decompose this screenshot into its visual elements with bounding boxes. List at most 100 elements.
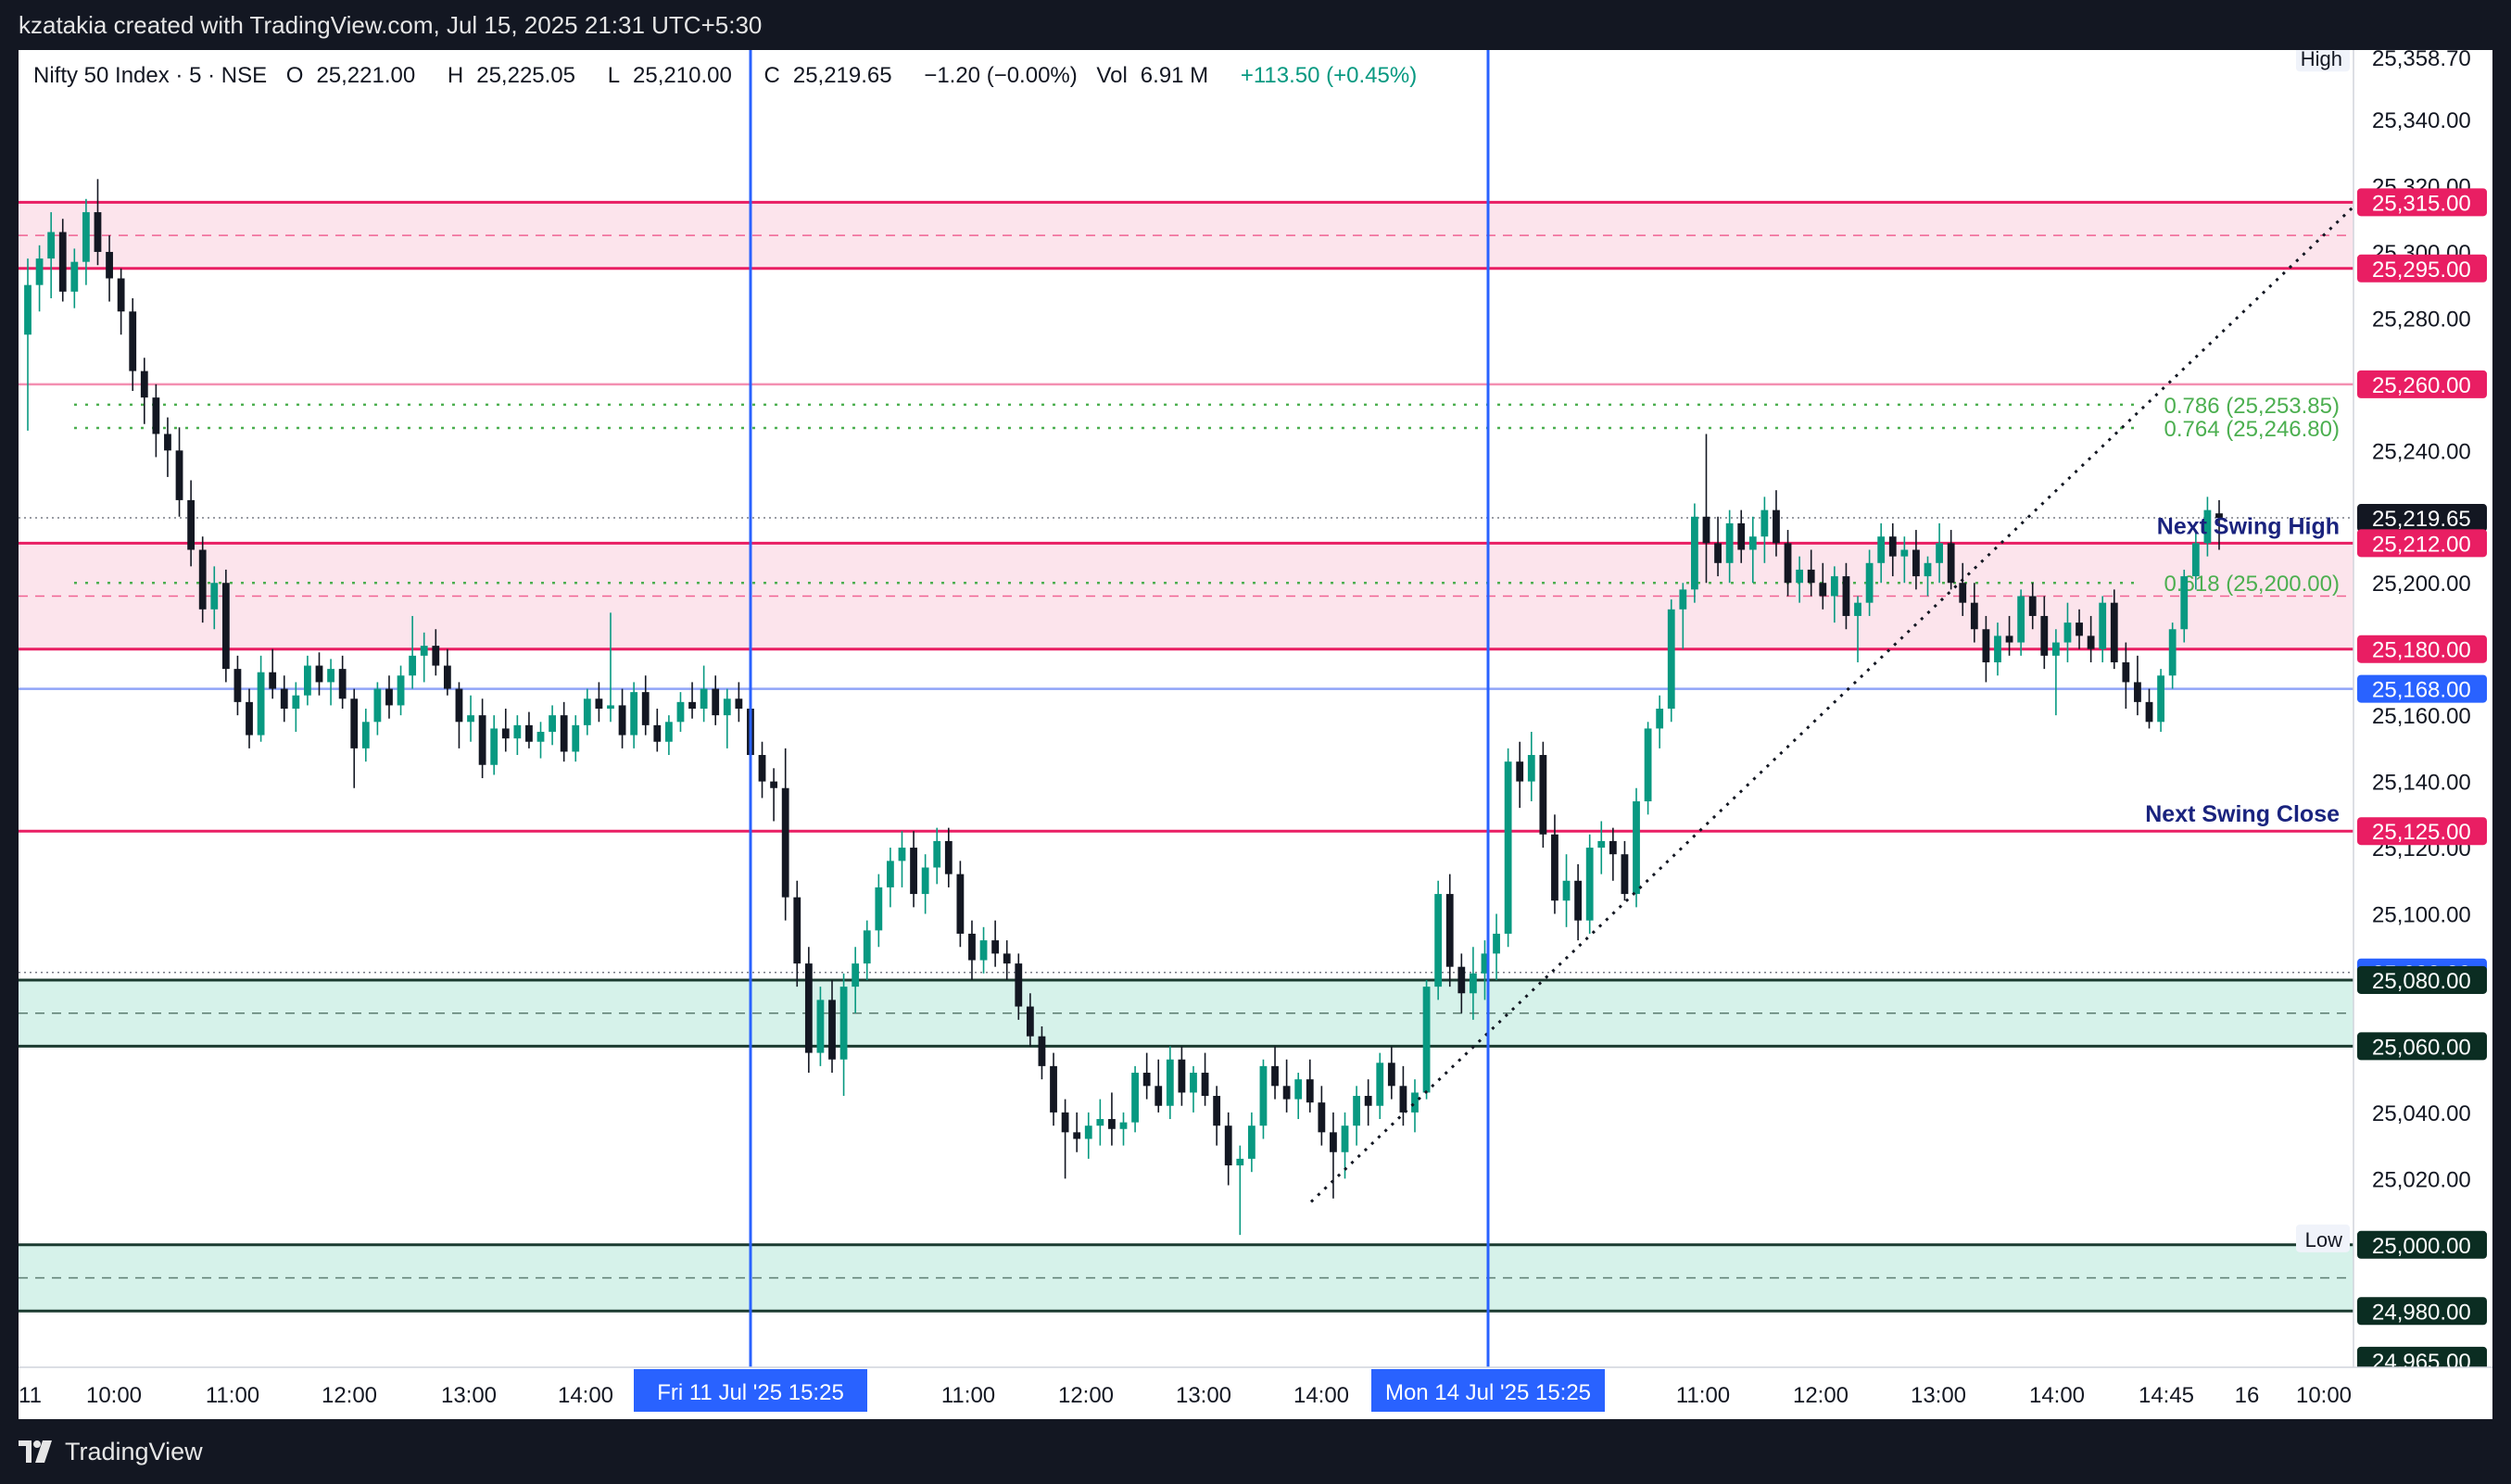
price-tag-bg — [2357, 674, 2487, 703]
candle-body — [1888, 536, 1897, 557]
attribution-text: kzatakia created with TradingView.com, J… — [19, 11, 763, 39]
time-tick-label: 12:00 — [322, 1383, 377, 1408]
price-tag-bg — [2357, 1032, 2487, 1061]
candle-body — [921, 867, 929, 895]
candle-body — [630, 692, 638, 736]
price-tick-label: 25,140.00 — [2372, 771, 2471, 796]
candle-body — [24, 284, 32, 335]
candle-body — [583, 698, 591, 725]
session-badge-bg — [634, 1369, 867, 1412]
candle-body — [1038, 1036, 1046, 1066]
price-tag-label: 25,180.00 — [2372, 638, 2471, 663]
candle-body — [700, 688, 708, 709]
candle-body — [2168, 629, 2177, 676]
price-tag-bg — [2357, 635, 2487, 663]
candle-body — [70, 261, 79, 292]
candle-body — [164, 434, 171, 451]
candle-body — [804, 963, 813, 1053]
price-tag-resistance: 25,212.00 — [2357, 529, 2487, 558]
footer-bar: TradingView — [0, 1419, 2511, 1484]
candle-body — [723, 698, 731, 716]
candle-body — [1947, 543, 1955, 584]
candle-body — [572, 724, 580, 752]
symbol-label[interactable]: Nifty 50 Index · 5 · NSE — [33, 63, 268, 88]
candle-body — [852, 963, 860, 987]
candle-body — [1562, 880, 1571, 901]
candle-body — [117, 278, 125, 312]
candle-body — [443, 665, 451, 689]
candle-body — [2215, 513, 2223, 519]
price-tag-resistance: 25,260.00 — [2357, 370, 2487, 398]
candle-body — [863, 930, 871, 964]
time-tick-label: 14:00 — [558, 1383, 613, 1408]
candle-body — [1633, 801, 1640, 895]
candle-body — [1422, 987, 1431, 1093]
candle-body — [478, 715, 486, 765]
candle-body — [2180, 576, 2189, 630]
price-tag-label: 24,980.00 — [2372, 1300, 2471, 1325]
candle-body — [409, 655, 417, 676]
session-badge: Fri 11 Jul '25 15:25 — [634, 1369, 867, 1412]
candle-body — [1773, 509, 1780, 544]
candle-body — [1213, 1096, 1221, 1126]
candle-body — [385, 688, 393, 706]
candle-body — [816, 1000, 825, 1053]
price-tag-bg — [2357, 50, 2487, 72]
price-tag-bg — [2357, 817, 2487, 846]
price-tag-resistance: 25,180.00 — [2357, 635, 2487, 663]
candle-body — [2040, 615, 2049, 656]
candle-body — [770, 781, 778, 788]
price-chart[interactable]: 0.786 (25,253.85)0.764 (25,246.80) 0.618 … — [19, 50, 2492, 1419]
candle-body — [2028, 596, 2037, 616]
session-badge-bg — [1371, 1369, 1605, 1412]
candle-body — [1504, 761, 1512, 934]
candle-body — [910, 848, 917, 895]
price-tag-label: 25,260.00 — [2372, 373, 2471, 398]
candle-body — [618, 705, 626, 736]
candle-body — [991, 940, 1000, 954]
price-tag-bg — [2357, 254, 2487, 283]
candle-body — [1376, 1063, 1384, 1106]
candle-body — [1481, 953, 1489, 974]
candle-body — [397, 675, 405, 706]
candle-body — [1201, 1073, 1209, 1097]
candle-body — [1178, 1059, 1186, 1093]
price-tag-last: 25,219.65 — [2357, 504, 2487, 533]
candles-group — [24, 179, 2223, 1236]
candle-body — [1796, 569, 1804, 584]
price-tag-support: 25,060.00 — [2357, 1032, 2487, 1061]
candle-body — [198, 549, 207, 610]
candle-body — [1050, 1065, 1057, 1113]
candle-body — [1807, 569, 1815, 584]
candle-body — [1259, 1065, 1268, 1126]
candle-body — [1994, 635, 2001, 662]
candle-body — [257, 672, 265, 736]
time-tick-label: 14:00 — [1293, 1383, 1349, 1408]
candle-body — [129, 311, 137, 371]
candle-body — [1516, 761, 1524, 782]
tradingview-logo[interactable]: TradingView — [19, 1438, 203, 1466]
chart-panel[interactable]: 0.786 (25,253.85) 0.764 (25,246.80) 0.618 … — [19, 50, 2492, 1419]
session-badge-label: Fri 11 Jul '25 15:25 — [657, 1380, 844, 1405]
candle-body — [467, 715, 474, 723]
candle-body — [1493, 933, 1500, 954]
price-note-label: Low — [2305, 1228, 2342, 1251]
time-tick-label: 13:00 — [1176, 1383, 1231, 1408]
candle-body — [1353, 1096, 1360, 1126]
candle-body — [1108, 1119, 1116, 1129]
candle-body — [1084, 1126, 1092, 1139]
price-tag-resistance: 25,125.00 — [2357, 817, 2487, 846]
candle-body — [1574, 880, 1583, 921]
price-note-bg — [2296, 50, 2350, 72]
price-tag-bg — [2357, 529, 2487, 558]
candle-body — [2076, 623, 2083, 636]
time-tick-label: 14:45 — [2139, 1383, 2194, 1408]
candle-body — [1760, 509, 1769, 537]
candle-body — [933, 840, 941, 868]
candle-body — [82, 212, 90, 262]
price-tag-label: 25,295.00 — [2372, 258, 2471, 283]
candle-body — [793, 897, 801, 964]
candle-body — [175, 450, 183, 500]
candle-body — [1784, 543, 1792, 584]
candle-body — [304, 665, 311, 696]
